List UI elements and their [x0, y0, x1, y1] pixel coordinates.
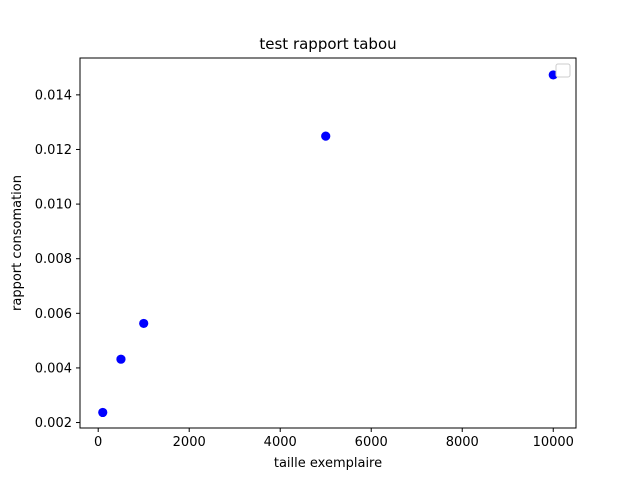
y-tick-label: 0.010 [35, 198, 72, 213]
y-axis: 0.002 0.004 0.006 0.008 0.010 0.012 0.014 [35, 88, 80, 431]
x-tick-label: 4000 [264, 435, 297, 450]
legend-box [555, 63, 571, 78]
y-tick-label: 0.014 [35, 88, 72, 103]
data-point [321, 131, 331, 141]
data-point [139, 318, 149, 329]
x-tick-label: 8000 [446, 435, 479, 450]
y-tick-label: 0.004 [35, 361, 72, 376]
y-tick-label: 0.008 [35, 252, 72, 267]
x-tick-label: 2000 [173, 435, 206, 450]
data-points [98, 70, 558, 418]
x-axis: 0 2000 4000 6000 8000 10000 [94, 428, 574, 450]
x-tick-label: 6000 [355, 435, 388, 450]
y-axis-label: rapport consomation [10, 175, 25, 311]
plot-frame [79, 57, 577, 429]
chart-title: test rapport tabou [259, 35, 396, 53]
x-axis-label: taille exemplaire [274, 456, 382, 471]
data-point [98, 407, 108, 418]
y-tick-label: 0.006 [35, 307, 72, 322]
y-tick-label: 0.002 [35, 416, 72, 431]
x-tick-label: 10000 [533, 435, 574, 450]
y-tick-label: 0.012 [35, 143, 72, 158]
data-point [116, 354, 126, 364]
x-tick-label: 0 [94, 435, 102, 450]
